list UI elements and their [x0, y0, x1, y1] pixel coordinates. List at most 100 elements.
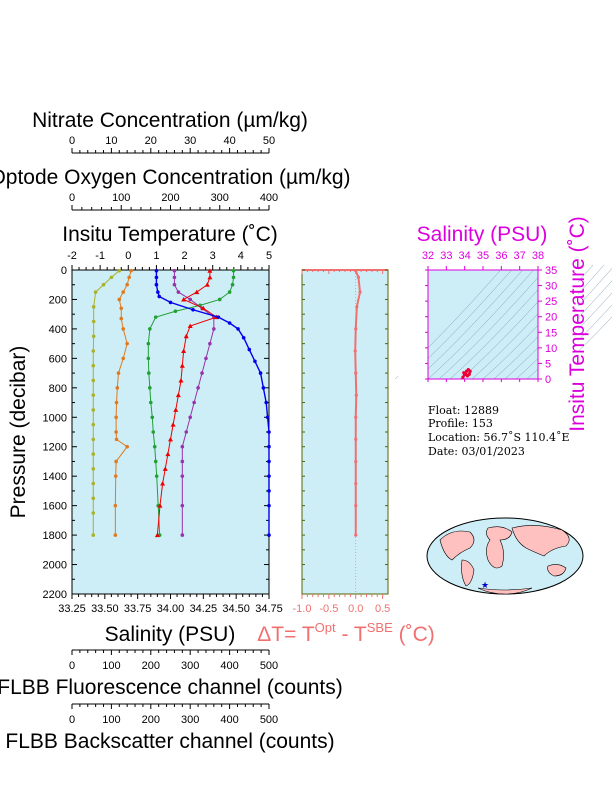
temperature-point [241, 335, 246, 340]
oxygen-axis-tick-label: 400 [260, 192, 278, 204]
ts-temp-tick-label: 15 [545, 327, 557, 339]
salinity-point [200, 305, 206, 311]
delta-point [355, 305, 359, 309]
date: Date: 03/01/2023 [428, 445, 525, 458]
sal-axis-tick-label: 33.75 [124, 603, 152, 615]
fluorescence-point [114, 437, 119, 442]
fluorescence-point [114, 415, 118, 420]
ts-contour-mask [538, 262, 578, 382]
delta-point [354, 459, 358, 464]
profile-number: Profile: 153 [428, 417, 493, 430]
fl-axis-tick-label: 0 [69, 660, 75, 672]
salinity-axis-label: Salinity (PSU) [105, 623, 236, 646]
sal-axis-tick-label: 33.50 [91, 603, 119, 615]
ts-sal-tick-label: 37 [514, 250, 526, 262]
ts-contour [427, 264, 539, 380]
pressure-tick-label: 1800 [43, 530, 67, 542]
fluorescence-point [114, 459, 118, 464]
sal-axis-tick-label: 34.50 [222, 603, 250, 615]
temperature-point [267, 503, 271, 508]
bb-axis-tick-label: 500 [260, 714, 278, 726]
salinity-point [170, 422, 176, 427]
fluorescence-point [125, 282, 129, 287]
temperature-point [267, 533, 271, 537]
location: Location: 56.7˚S 110.4˚E [428, 431, 570, 444]
ts-temp-tick-label: 30 [545, 281, 557, 293]
delta-axis: -1.0 -0.5 0.0 0.5 [293, 269, 390, 615]
pressure-tick-label: 2200 [43, 589, 67, 601]
temperature-point [191, 307, 195, 312]
ts-sal-tick-label: 36 [495, 250, 507, 262]
oxygen-point [146, 341, 151, 346]
delta-tick-label: 0.0 [348, 603, 363, 615]
delta-tick-label: -0.5 [319, 603, 338, 615]
pressure-axis: 0 200 400 600 800 1000 1200 1400 1600 1800 2000 220… [43, 265, 269, 601]
fluorescence-axis: 0 100 200 300 400 500 [69, 649, 278, 672]
ts-contour-mask [398, 260, 428, 380]
pressure-tick-label: 1400 [43, 471, 67, 483]
temperature-point [267, 489, 271, 493]
pressure-tick-label: 1200 [43, 442, 67, 454]
temperature-point [156, 290, 160, 294]
nitrate-point [180, 533, 185, 537]
salinity-point [178, 377, 184, 383]
temp-axis-tick-label: 3 [210, 250, 216, 262]
delta-point [354, 393, 358, 397]
salinity-point [175, 392, 181, 398]
ts-temperature-label: Insitu Temperature (˚C) [566, 216, 589, 432]
temperature-axis: -2 -1 0 1 2 3 4 5 [67, 250, 272, 271]
pressure-tick-label: 2000 [43, 560, 67, 572]
backscatter-point [91, 393, 96, 397]
temperature-point [236, 327, 240, 331]
backscatter-point [91, 349, 96, 353]
fluorescence-point [125, 444, 129, 449]
ts-plot-area [427, 269, 539, 380]
pressure-tick-label: 1600 [43, 501, 67, 513]
fluorescence-point [113, 474, 118, 478]
oxygen-point [231, 275, 236, 280]
ts-sal-tick-label: 32 [422, 250, 434, 262]
fluorescence-point [114, 430, 118, 434]
oxygen-point [149, 400, 153, 405]
oxygen-point [152, 444, 157, 449]
nitrate-point [188, 297, 192, 302]
fluorescence-point [121, 327, 126, 331]
backscatter-point [117, 268, 122, 273]
salinity-point [181, 348, 187, 353]
nitrate-series [172, 268, 216, 537]
fl-axis-tick-label: 500 [260, 660, 278, 672]
salinity-axis: 33.25 33.50 33.75 34.00 34.25 34.50 34.75 [58, 593, 283, 615]
ts-sal-tick-label: 38 [532, 250, 544, 262]
temperature-point [227, 321, 232, 325]
temperature-point [154, 282, 159, 287]
temperature-point [264, 400, 268, 405]
oxygen-axis-tick-label: 300 [211, 192, 229, 204]
fluorescence-point [113, 503, 118, 508]
delta-point [354, 533, 358, 537]
delta-point [356, 275, 361, 279]
temperature-point [267, 444, 271, 449]
world-map: ★ [426, 517, 584, 595]
sal-axis-tick-label: 33.25 [58, 603, 86, 615]
backscatter-point [91, 496, 96, 501]
delta-tick-label: -1.0 [293, 603, 312, 615]
backscatter-point [91, 511, 96, 515]
ts-contour-mask [408, 379, 548, 409]
backscatter-point [91, 408, 96, 412]
backscatter-line [92, 270, 120, 536]
temperature-series [154, 268, 271, 537]
temp-axis-tick-label: -1 [95, 250, 105, 262]
oxygen-point [150, 415, 155, 420]
fl-axis-tick-label: 100 [102, 660, 120, 672]
oxygen-point [148, 327, 152, 331]
backscatter-point [109, 275, 114, 280]
temperature-point [154, 268, 159, 273]
nitrate-point [176, 290, 181, 294]
oxygen-point [230, 282, 235, 287]
nitrate-point [208, 341, 212, 346]
oxygen-axis-tick-label: 100 [112, 192, 130, 204]
ts-sal-tick-label: 34 [459, 250, 471, 262]
nitrate-axis: 0 10 20 30 40 50 [69, 135, 275, 154]
oxygen-point [154, 474, 159, 478]
temperature-point [247, 347, 252, 352]
